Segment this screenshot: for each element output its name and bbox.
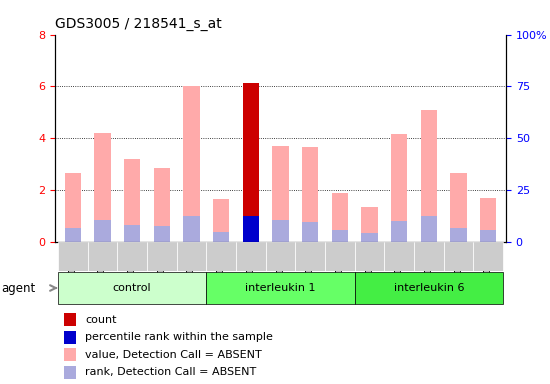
Bar [213, 199, 229, 242]
Bar [64, 348, 76, 361]
Bar [421, 110, 437, 242]
Text: agent: agent [2, 282, 36, 295]
Bar [302, 147, 318, 242]
FancyBboxPatch shape [325, 242, 355, 271]
FancyBboxPatch shape [355, 273, 503, 303]
Bar [243, 83, 259, 242]
FancyBboxPatch shape [177, 242, 206, 271]
Text: control: control [113, 283, 151, 293]
Bar [421, 216, 437, 242]
FancyBboxPatch shape [58, 242, 87, 271]
Bar [450, 173, 467, 242]
Text: value, Detection Call = ABSENT: value, Detection Call = ABSENT [85, 350, 262, 360]
Bar [480, 230, 496, 242]
Bar [183, 216, 200, 242]
Bar [480, 198, 496, 242]
Text: percentile rank within the sample: percentile rank within the sample [85, 332, 273, 342]
Text: count: count [85, 315, 117, 325]
Bar [94, 133, 111, 242]
FancyBboxPatch shape [474, 242, 503, 271]
Text: GDS3005 / 218541_s_at: GDS3005 / 218541_s_at [55, 17, 222, 31]
Text: interleukin 6: interleukin 6 [394, 283, 464, 293]
Bar [361, 233, 378, 242]
FancyBboxPatch shape [266, 242, 295, 271]
FancyBboxPatch shape [206, 273, 355, 303]
FancyBboxPatch shape [58, 273, 206, 303]
Bar [153, 227, 170, 242]
Bar [183, 86, 200, 242]
Bar [124, 159, 140, 242]
FancyBboxPatch shape [147, 242, 177, 271]
Bar [391, 134, 408, 242]
Bar [243, 83, 259, 242]
Bar [332, 230, 348, 242]
Bar [64, 366, 76, 379]
FancyBboxPatch shape [444, 242, 474, 271]
Text: interleukin 1: interleukin 1 [245, 283, 316, 293]
Bar [302, 222, 318, 242]
Bar [124, 225, 140, 242]
FancyBboxPatch shape [384, 242, 414, 271]
Bar [391, 221, 408, 242]
Bar [450, 228, 467, 242]
Bar [65, 228, 81, 242]
Bar [213, 232, 229, 242]
Bar [94, 220, 111, 242]
Text: rank, Detection Call = ABSENT: rank, Detection Call = ABSENT [85, 367, 257, 377]
Bar [332, 193, 348, 242]
FancyBboxPatch shape [206, 242, 236, 271]
Bar [153, 168, 170, 242]
FancyBboxPatch shape [117, 242, 147, 271]
Bar [65, 173, 81, 242]
Bar [243, 216, 259, 242]
FancyBboxPatch shape [236, 242, 266, 271]
Bar [361, 207, 378, 242]
FancyBboxPatch shape [355, 242, 384, 271]
FancyBboxPatch shape [414, 242, 444, 271]
Bar [64, 331, 76, 344]
Bar [272, 220, 289, 242]
Bar [272, 146, 289, 242]
FancyBboxPatch shape [295, 242, 325, 271]
FancyBboxPatch shape [87, 242, 117, 271]
Bar [64, 313, 76, 326]
